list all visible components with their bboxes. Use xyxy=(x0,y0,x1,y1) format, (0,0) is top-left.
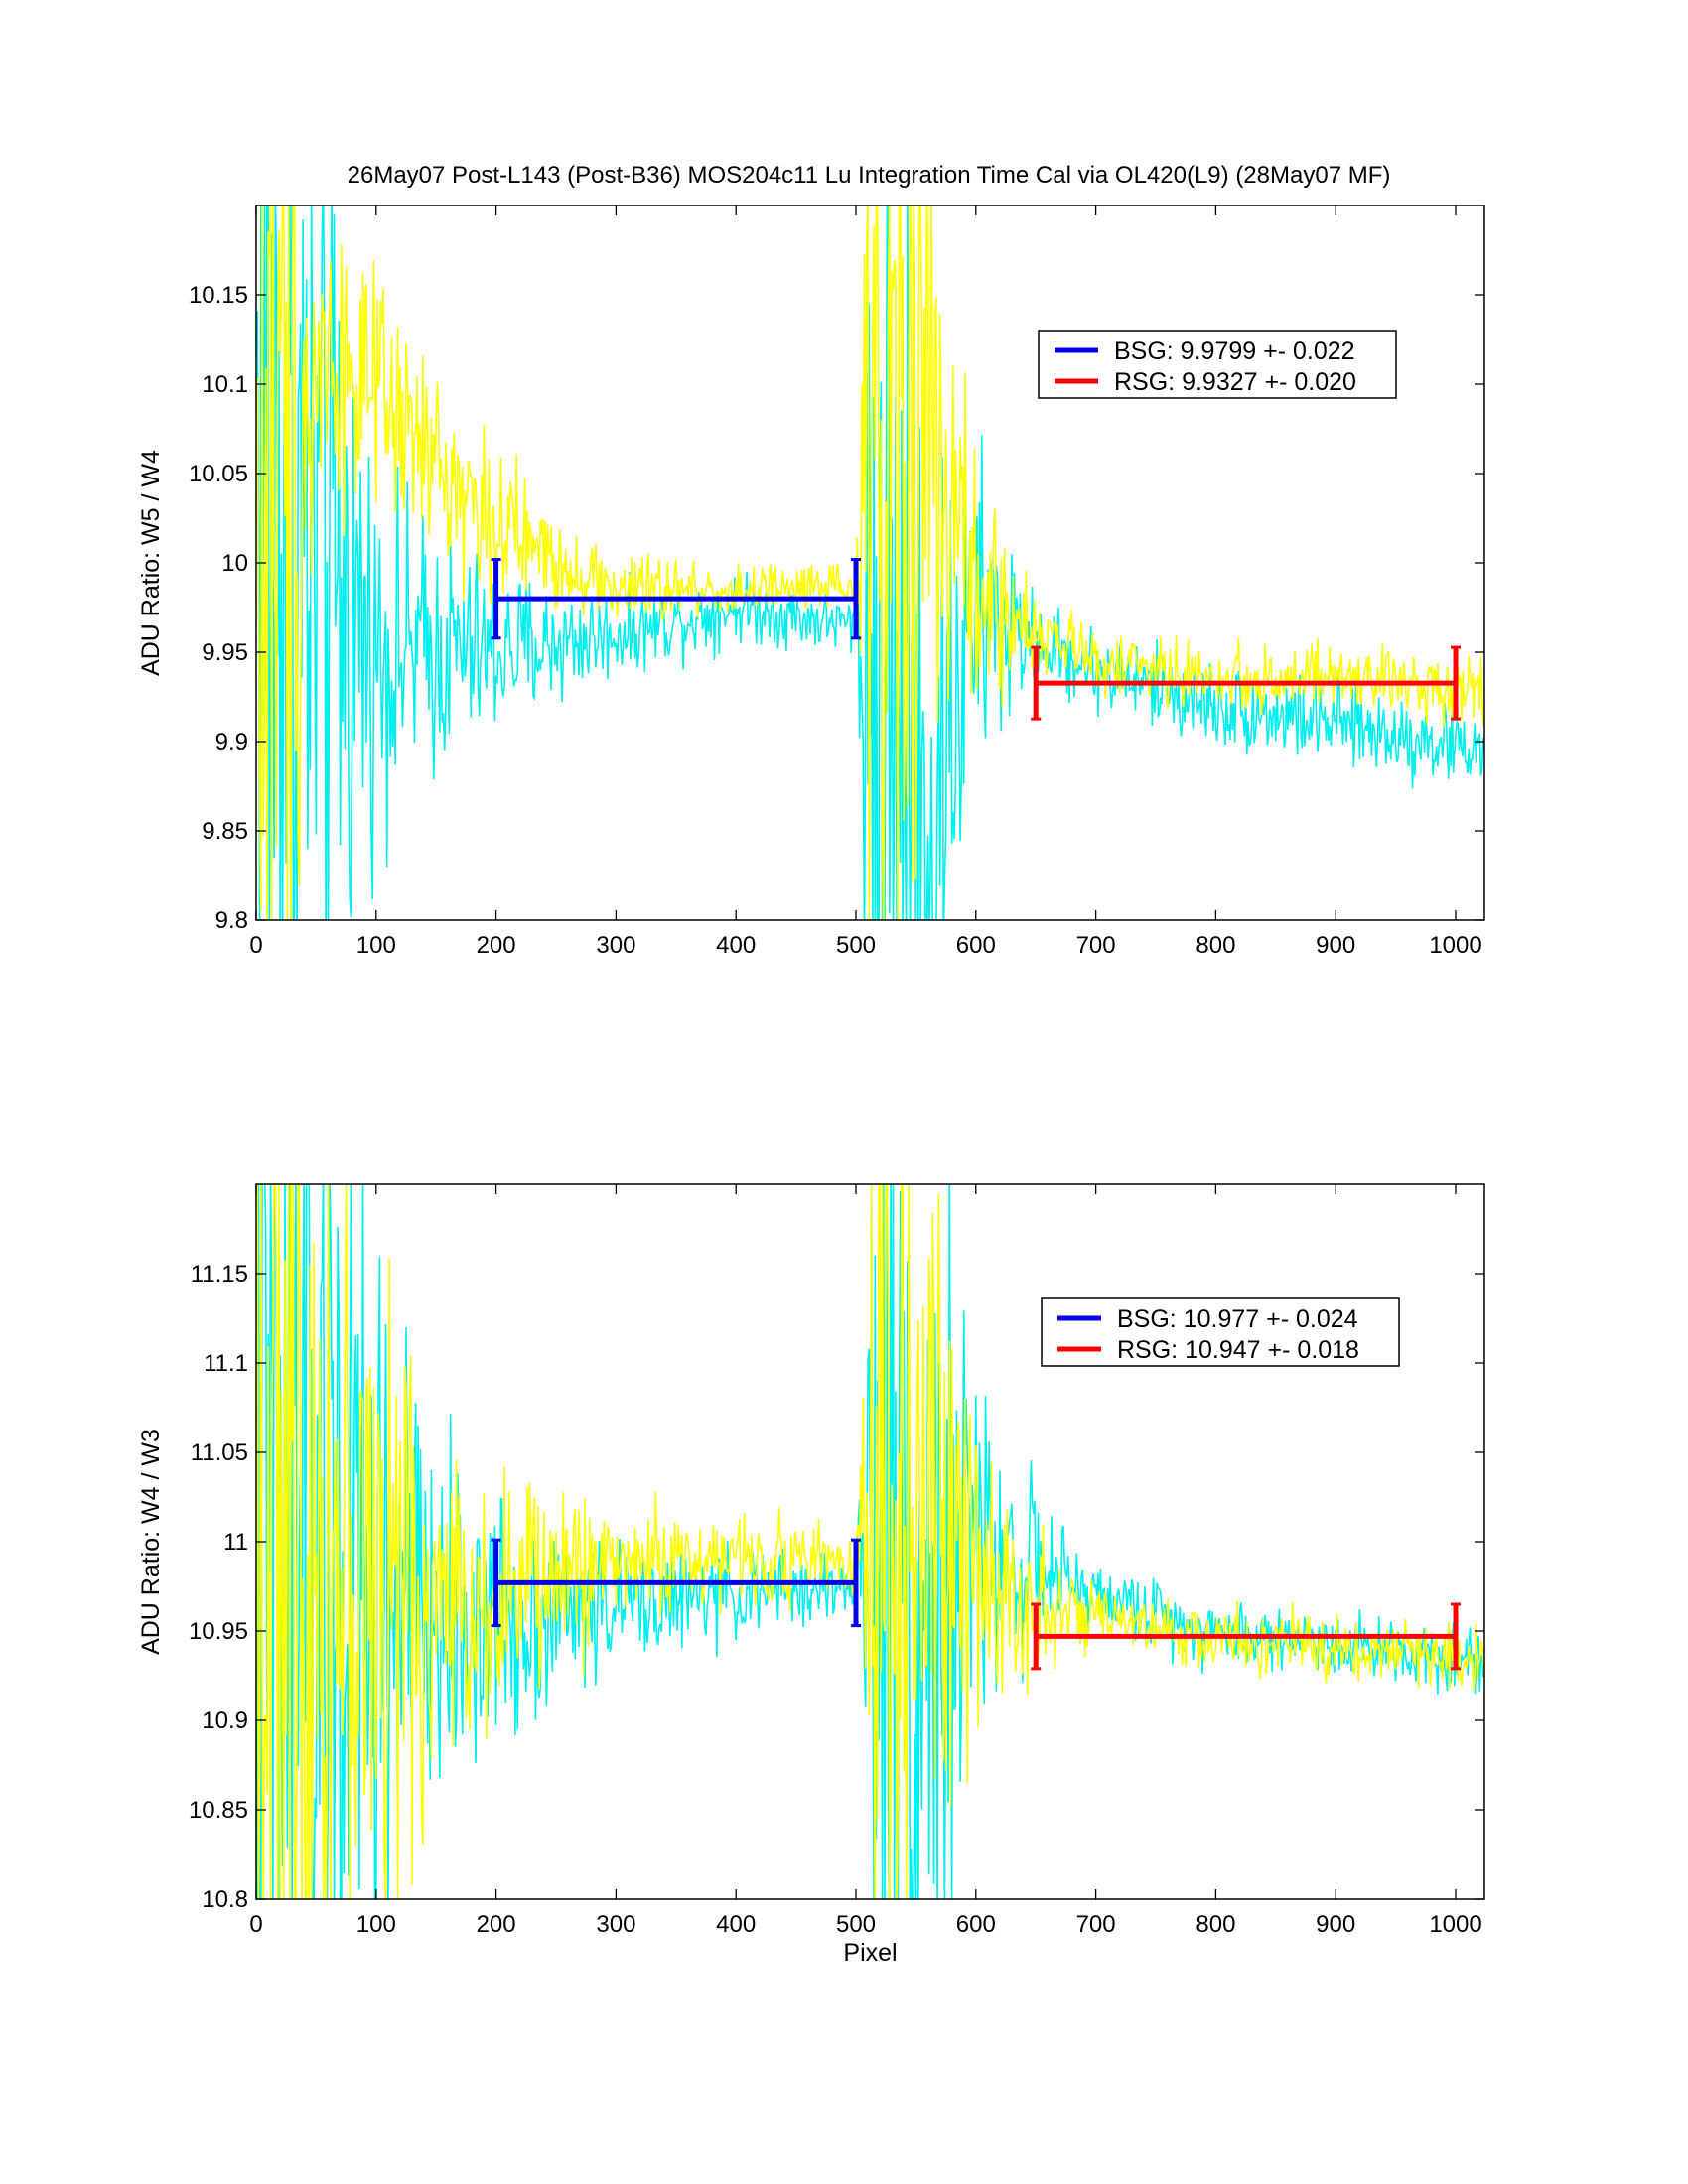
x-tick-label: 100 xyxy=(356,932,396,959)
y-tick-label: 10.85 xyxy=(189,1797,248,1824)
x-tick-label: 300 xyxy=(596,932,635,959)
x-tick-label: 400 xyxy=(716,1911,756,1938)
series-line-cyan xyxy=(256,205,1484,920)
x-tick-label: 200 xyxy=(477,932,516,959)
x-axis-label: Pixel xyxy=(843,1939,897,1967)
segment-bsg xyxy=(491,558,862,640)
legend: BSG: 9.9799 +- 0.022 RSG: 9.9327 +- 0.020 xyxy=(1038,330,1397,399)
y-tick-label: 10.15 xyxy=(189,282,248,309)
upper-plot: 0 100 200 300 400 500 600 700 800 900 1000 9.8 9.85 9… xyxy=(137,205,1485,959)
x-tick-label: 500 xyxy=(836,932,876,959)
x-tick-label: 800 xyxy=(1196,932,1235,959)
x-tick-label: 800 xyxy=(1196,1911,1235,1938)
y-axis-label: ADU Ratio: W4 / W3 xyxy=(137,1429,165,1655)
segment-bsg xyxy=(491,1538,862,1628)
x-tick-label: 600 xyxy=(956,1911,996,1938)
x-tick-label: 700 xyxy=(1076,1911,1116,1938)
y-tick-label: 10.1 xyxy=(202,371,248,398)
y-tick-label: 11 xyxy=(223,1529,248,1556)
traces xyxy=(256,1184,1484,1899)
legend-entry: BSG: 10.977 +- 0.024 xyxy=(1117,1305,1358,1333)
y-tick-label: 10 xyxy=(221,550,248,577)
y-tick-label: 9.8 xyxy=(215,907,248,934)
x-tick-label: 700 xyxy=(1076,932,1116,959)
x-tick-label: 600 xyxy=(956,932,996,959)
legend-box xyxy=(1038,330,1397,399)
y-tick-label: 9.95 xyxy=(202,639,248,666)
legend-entry: RSG: 9.9327 +- 0.020 xyxy=(1114,368,1356,396)
y-tick-label: 11.15 xyxy=(191,1261,248,1288)
y-tick-label: 9.9 xyxy=(215,729,248,755)
y-tick-label: 10.9 xyxy=(202,1707,248,1734)
x-tick-label: 900 xyxy=(1316,932,1355,959)
y-tick-label: 10.95 xyxy=(189,1618,248,1645)
x-tick-label: 0 xyxy=(249,932,262,959)
segment-rsg xyxy=(1031,1602,1462,1671)
legend-box xyxy=(1041,1297,1400,1367)
y-tick-label: 10.05 xyxy=(189,461,248,487)
x-tick-label: 400 xyxy=(716,932,756,959)
y-tick-label: 11.05 xyxy=(191,1439,248,1466)
legend-entry: BSG: 9.9799 +- 0.022 xyxy=(1114,338,1355,365)
x-tick-label: 200 xyxy=(477,1911,516,1938)
figure-title: 26May07 Post-L143 (Post-B36) MOS204c11 L… xyxy=(348,162,1391,189)
x-tick-label: 100 xyxy=(356,1911,396,1938)
lower-plot: 0 100 200 300 400 500 600 700 800 900 1000 10.8 10.8… xyxy=(137,1183,1485,1967)
x-tick-label: 1000 xyxy=(1429,1911,1481,1938)
y-axis-label: ADU Ratio: W5 / W4 xyxy=(137,450,165,676)
x-tick-label: 500 xyxy=(836,1911,876,1938)
x-tick-label: 300 xyxy=(596,1911,635,1938)
x-tick-label: 900 xyxy=(1316,1911,1355,1938)
x-tick-label: 1000 xyxy=(1429,932,1481,959)
x-tick-label: 0 xyxy=(249,1911,262,1938)
legend-entry: RSG: 10.947 +- 0.018 xyxy=(1117,1336,1359,1364)
y-tick-label: 9.85 xyxy=(202,818,248,845)
series-line-yellow xyxy=(256,1184,1484,1899)
segment-rsg xyxy=(1031,645,1462,721)
y-tick-label: 11.1 xyxy=(204,1350,248,1377)
legend: BSG: 10.977 +- 0.024 RSG: 10.947 +- 0.018 xyxy=(1041,1297,1400,1367)
y-tick-label: 10.8 xyxy=(202,1886,248,1913)
